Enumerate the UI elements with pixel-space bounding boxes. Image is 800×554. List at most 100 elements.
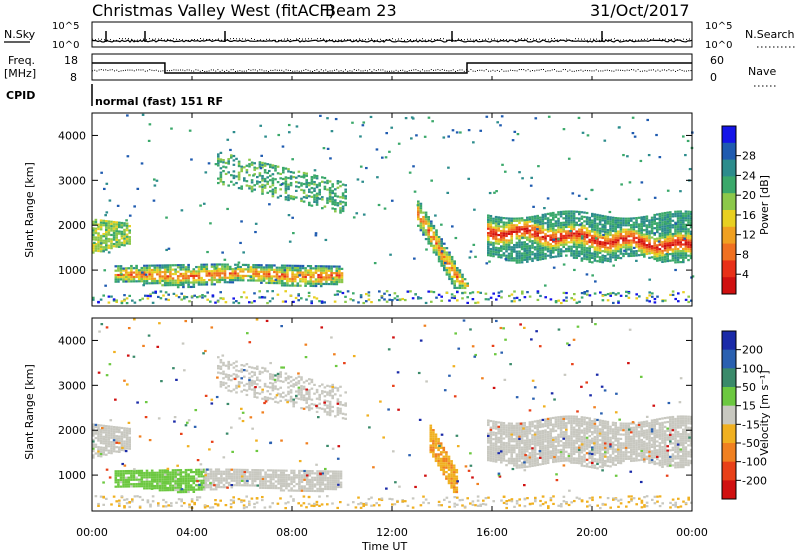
echo-cell [357, 301, 360, 304]
echo-cell [653, 213, 656, 217]
echo-cell [567, 210, 571, 213]
echo-cell [298, 472, 301, 475]
echo-cell [676, 217, 680, 220]
echo-cell [674, 228, 677, 231]
echo-cell [679, 254, 682, 257]
echo-cell [150, 273, 154, 276]
echo-cell [596, 260, 599, 263]
echo-cell [549, 238, 552, 241]
echo-cell [380, 156, 384, 159]
echo-cell [297, 386, 301, 389]
echo-cell [258, 163, 262, 166]
echo-cell [195, 477, 198, 480]
echo-cell [526, 437, 529, 440]
echo-cell [494, 431, 498, 435]
echo-cell [277, 487, 280, 490]
echo-cell [614, 258, 617, 261]
echo-cell [437, 293, 441, 296]
echo-cell [687, 245, 690, 249]
echo-cell [297, 393, 301, 396]
echo-cell [562, 239, 565, 242]
echo-cell [289, 389, 293, 392]
echo-cell [256, 484, 260, 487]
echo-cell [497, 421, 500, 424]
echo-cell [611, 234, 615, 237]
echo-cell [487, 298, 490, 301]
echo-cell [197, 268, 201, 271]
echo-cell [687, 254, 690, 257]
echo-cell [222, 377, 225, 380]
echo-cell [492, 217, 495, 220]
echo-cell [479, 129, 483, 132]
echo-cell [202, 281, 206, 284]
echo-cell [484, 298, 488, 301]
echo-cell [150, 480, 154, 483]
echo-cell [297, 388, 301, 392]
echo-cell [102, 426, 105, 430]
echo-cell [97, 432, 100, 436]
echo-cell [300, 197, 303, 200]
echo-cell [487, 459, 490, 462]
echo-cell [204, 483, 208, 487]
echo-cell [166, 284, 170, 287]
echo-cell [283, 269, 287, 272]
echo-cell [510, 241, 513, 244]
echo-cell [341, 209, 345, 213]
echo-cell [531, 246, 534, 249]
echo-cell [300, 376, 303, 379]
echo-cell [292, 485, 296, 488]
echo-cell [643, 233, 646, 236]
echo-cell [593, 246, 597, 249]
echo-cell [102, 294, 105, 297]
echo-cell [179, 264, 183, 267]
echo-cell [450, 486, 453, 489]
echo-cell [287, 123, 291, 127]
echo-cell [227, 378, 230, 381]
echo-cell [284, 196, 288, 199]
echo-cell [146, 297, 150, 300]
echo-cell [643, 251, 646, 254]
echo-cell [237, 160, 241, 163]
echo-cell [167, 247, 171, 250]
echo-cell [283, 284, 287, 287]
echo-cell [445, 453, 448, 456]
echo-cell [601, 225, 604, 229]
echo-cell [567, 232, 571, 235]
echo-cell [261, 186, 264, 189]
echo-cell [674, 241, 677, 244]
echo-cell [520, 256, 524, 260]
echo-cell [127, 469, 131, 473]
echo-cell [341, 183, 345, 186]
echo-cell [286, 284, 289, 287]
echo-cell [135, 271, 138, 274]
echo-cell [214, 267, 218, 270]
echo-cell [115, 439, 118, 442]
echo-cell [526, 232, 529, 235]
echo-cell [334, 474, 338, 478]
echo-cell [513, 464, 516, 467]
echo-cell [515, 259, 519, 262]
echo-cell [335, 269, 339, 273]
echo-cell [273, 275, 276, 278]
echo-cell [344, 391, 347, 394]
echo-cell [526, 216, 529, 219]
range-tick-label: 4000 [58, 129, 86, 142]
echo-cell [120, 433, 124, 436]
echo-cell [489, 439, 493, 442]
echo-cell [664, 299, 667, 302]
echo-cell [279, 473, 283, 477]
echo-cell [235, 484, 239, 487]
echo-cell [192, 490, 196, 494]
echo-cell [455, 486, 459, 489]
echo-cell [209, 477, 213, 480]
echo-cell [107, 301, 111, 304]
echo-cell [200, 270, 203, 273]
echo-cell [466, 282, 469, 285]
echo-cell [127, 476, 131, 479]
echo-cell [190, 295, 194, 298]
echo-cell [287, 183, 290, 186]
echo-cell [256, 367, 259, 370]
echo-cell [417, 218, 420, 221]
echo-cell [518, 230, 521, 233]
echo-cell [523, 221, 526, 224]
